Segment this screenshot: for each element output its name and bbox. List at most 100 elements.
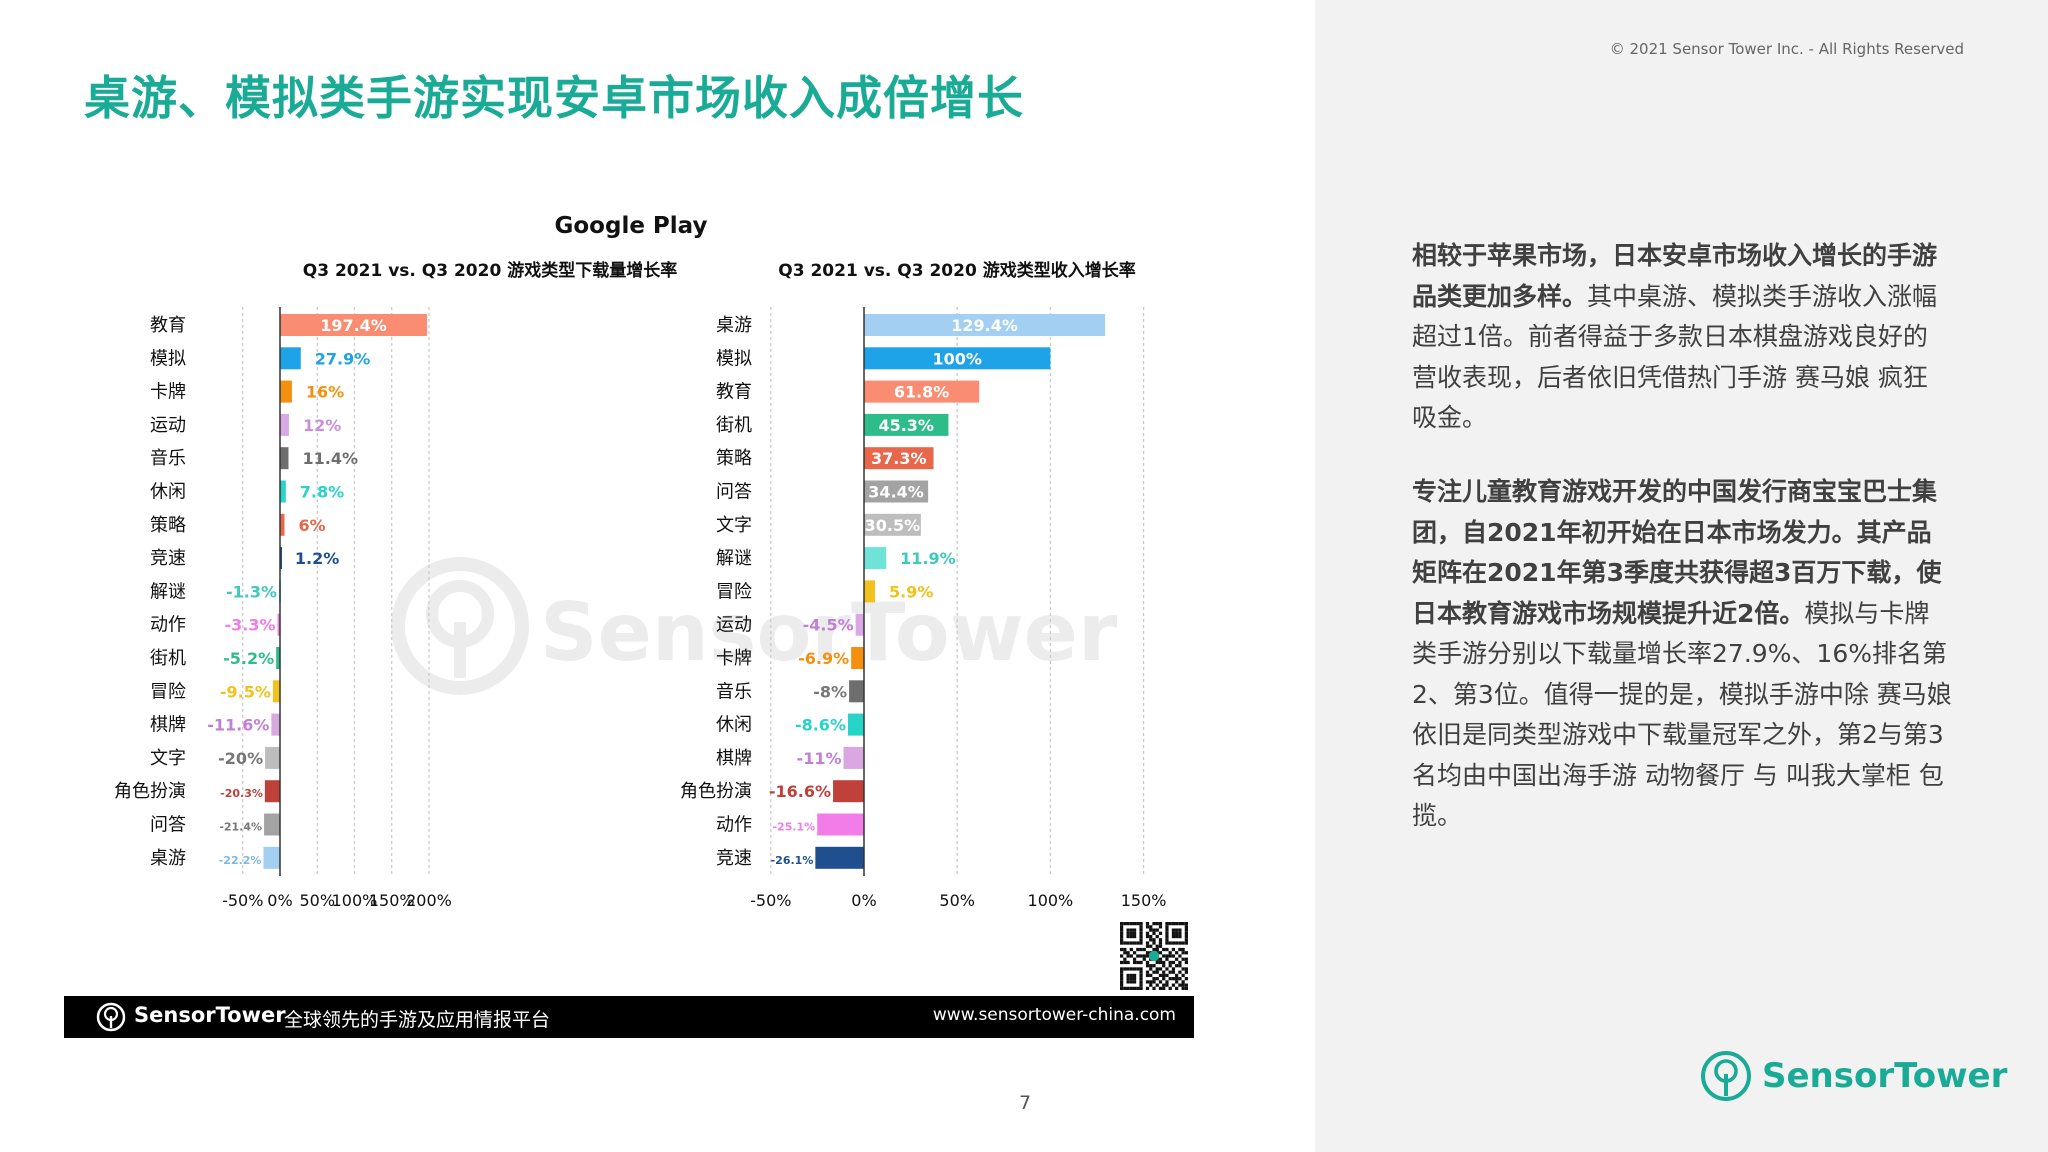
bar — [851, 647, 864, 669]
category-label: 竞速 — [150, 548, 186, 569]
x-tick-label: 150% — [1121, 891, 1167, 910]
data-label: 6% — [298, 516, 325, 535]
footer-slogan: 全球领先的手游及应用情报平台 — [284, 1009, 551, 1031]
x-tick-label: 0% — [267, 891, 292, 910]
sensor-tower-logo: SensorTower — [1700, 1048, 2007, 1104]
data-label: 34.4% — [868, 483, 924, 502]
data-label: -4.5% — [803, 616, 854, 635]
bar — [271, 713, 280, 736]
data-label: -11.6% — [207, 716, 269, 735]
bar — [864, 547, 887, 570]
data-label: 100% — [932, 349, 981, 368]
category-label: 策略 — [150, 515, 186, 536]
data-label: 30.5% — [865, 516, 921, 535]
data-label: -26.1% — [771, 854, 814, 867]
paragraph-2-bold: 专注儿童教育游戏开发的中国发行商宝宝巴士集团，自2021年初开始在日本市场发力。… — [1412, 477, 1942, 628]
bar — [280, 314, 428, 336]
category-label: 卡牌 — [150, 382, 186, 403]
data-label: 11.9% — [900, 549, 956, 568]
category-label: 角色扮演 — [114, 781, 186, 802]
bar — [864, 314, 1106, 336]
footer-url[interactable]: www.sensortower-china.com — [932, 1005, 1176, 1025]
x-tick-label: 100% — [332, 891, 378, 910]
bar — [864, 480, 929, 503]
bar — [864, 380, 980, 403]
data-label: -20% — [218, 749, 263, 768]
bar — [276, 647, 280, 669]
data-label: -1.3% — [226, 582, 277, 601]
data-label: 45.3% — [878, 416, 934, 435]
data-label: 7.8% — [300, 483, 344, 502]
watermark-logo-icon — [391, 557, 529, 695]
category-label: 解谜 — [716, 548, 752, 569]
bar — [280, 547, 282, 570]
bar — [864, 513, 921, 536]
data-label: 5.9% — [889, 582, 933, 601]
category-label: 音乐 — [716, 681, 752, 702]
category-label: 桌游 — [150, 848, 186, 869]
category-label: 策略 — [716, 448, 752, 469]
data-label: -16.6% — [769, 782, 831, 801]
bar — [280, 447, 289, 470]
chart-title: Q3 2021 vs. Q3 2020 游戏类型下载量增长率 — [303, 260, 677, 281]
x-tick-label: 150% — [369, 891, 415, 910]
data-label: 61.8% — [894, 383, 950, 402]
data-label: 37.3% — [871, 449, 927, 468]
data-label: -5.2% — [223, 649, 274, 668]
category-label: 问答 — [716, 482, 752, 503]
category-label: 动作 — [150, 615, 186, 636]
bar — [263, 846, 280, 869]
footer-brand: SensorTower — [134, 1003, 286, 1027]
bar — [864, 447, 934, 470]
bar — [849, 680, 864, 703]
data-label: 16% — [306, 383, 344, 402]
x-tick-label: 0% — [851, 891, 876, 910]
bar — [864, 580, 875, 603]
category-label: 街机 — [150, 648, 186, 669]
page-title: 桌游、模拟类手游实现安卓市场收入成倍增长 — [84, 71, 1024, 125]
category-label: 模拟 — [150, 348, 186, 369]
data-label: 11.4% — [302, 449, 358, 468]
bar — [843, 746, 864, 769]
chart-supertitle: Google Play — [555, 213, 708, 239]
category-label: 解谜 — [150, 581, 186, 602]
paragraph-2: 专注儿童教育游戏开发的中国发行商宝宝巴士集团，自2021年初开始在日本市场发力。… — [1412, 472, 1952, 837]
category-label: 街机 — [716, 415, 752, 436]
x-tick-label: -50% — [222, 891, 263, 910]
bar — [280, 513, 285, 536]
x-tick-label: 50% — [299, 891, 335, 910]
bar — [280, 413, 289, 436]
footer-bar: SensorTower 全球领先的手游及应用情报平台 www.sensortow… — [64, 996, 1194, 1038]
data-label: 12% — [303, 416, 341, 435]
data-label: 1.2% — [295, 549, 339, 568]
data-label: 197.4% — [320, 316, 387, 335]
bar — [272, 680, 280, 703]
bar — [864, 347, 1051, 370]
data-label: -9.5% — [220, 682, 271, 701]
category-label: 文字 — [150, 748, 186, 769]
x-tick-label: 200% — [406, 891, 452, 910]
bar — [280, 480, 286, 503]
category-label: 竞速 — [716, 848, 752, 869]
bar — [265, 746, 280, 769]
category-label: 棋牌 — [150, 715, 186, 736]
category-label: 冒险 — [150, 681, 186, 702]
category-label: 模拟 — [716, 348, 752, 369]
category-label: 文字 — [716, 515, 752, 536]
bar — [280, 347, 301, 370]
category-label: 动作 — [716, 815, 752, 836]
category-label: 运动 — [716, 615, 752, 636]
paragraph-1-text: 其中桌游、模拟类手游收入涨幅超过1倍。前者得益于多款日本棋盘游戏良好的营收表现，… — [1412, 281, 1938, 433]
category-label: 角色扮演 — [680, 781, 752, 802]
chart-title: Q3 2021 vs. Q3 2020 游戏类型收入增长率 — [778, 260, 1135, 281]
bar — [833, 780, 864, 803]
data-label: -21.4% — [219, 821, 262, 834]
x-tick-label: 50% — [939, 891, 975, 910]
category-label: 问答 — [150, 815, 186, 836]
bar — [264, 813, 280, 836]
watermark-text: SensorTower — [540, 586, 1118, 679]
category-label: 教育 — [716, 382, 752, 403]
data-label: 129.4% — [951, 316, 1018, 335]
data-label: 27.9% — [315, 349, 371, 368]
data-label: -3.3% — [225, 616, 276, 635]
